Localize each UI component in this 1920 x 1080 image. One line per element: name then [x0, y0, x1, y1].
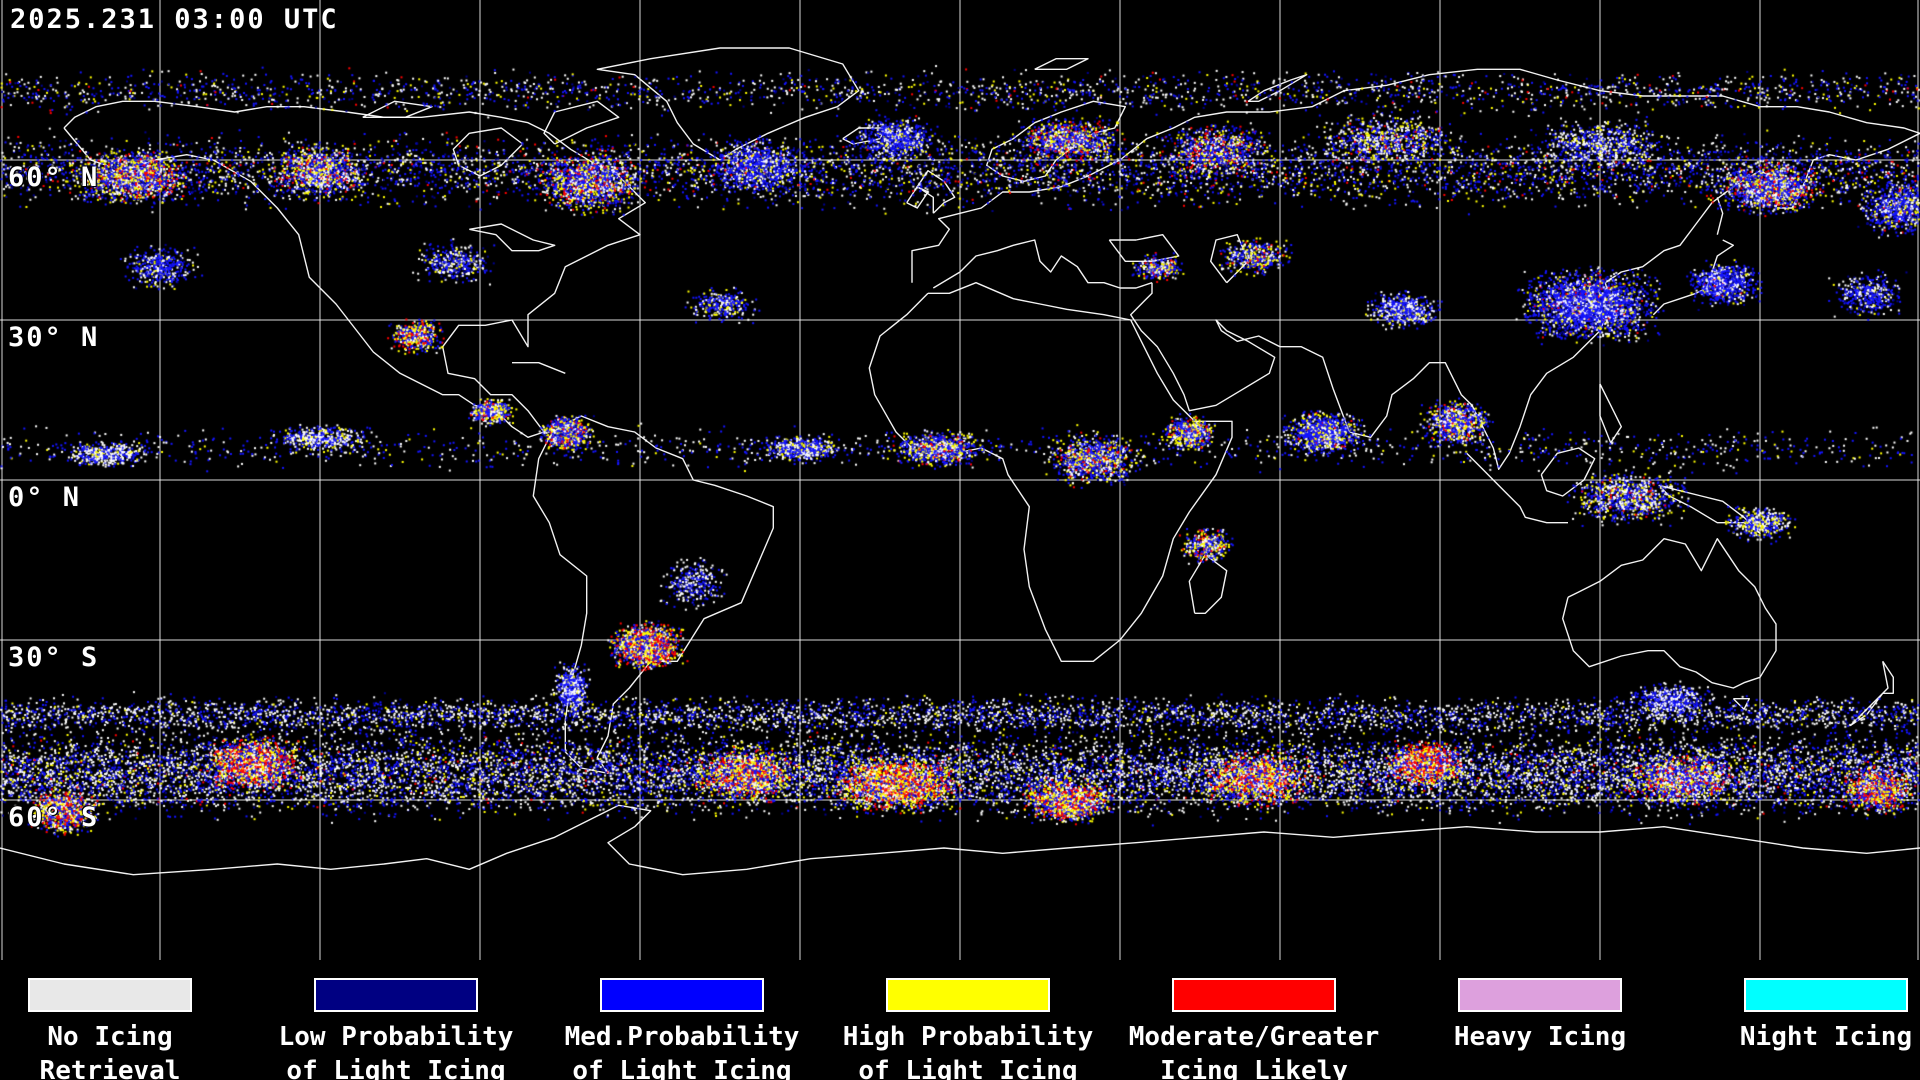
legend-item-no-icing-retrieval: No Icing Retrieval	[0, 960, 253, 1080]
legend-label-high-prob-light-icing: High Probability of Light Icing	[842, 1022, 1094, 1080]
legend: No Icing Retrieval Low Probability of Light…	[0, 960, 1920, 1080]
timestamp-label: 2025.231 03:00 UTC	[10, 4, 339, 35]
legend-item-moderate-greater-icing: Moderate/Greater Icing Likely	[1111, 960, 1397, 1080]
lat-label: 30° S	[8, 642, 100, 673]
legend-item-night-icing: Night Icing	[1683, 960, 1920, 1080]
legend-swatch-night-icing	[1744, 978, 1908, 1012]
legend-swatch-high-prob-light-icing	[886, 978, 1050, 1012]
icing-pixels-canvas	[0, 0, 1920, 965]
legend-label-heavy-icing: Heavy Icing	[1453, 1022, 1627, 1052]
legend-item-low-prob-light-icing: Low Probability of Light Icing	[253, 960, 539, 1080]
legend-swatch-moderate-greater-icing	[1172, 978, 1336, 1012]
legend-item-med-prob-light-icing: Med.Probability of Light Icing	[539, 960, 825, 1080]
legend-swatch-med-prob-light-icing	[600, 978, 764, 1012]
lat-label: 60° S	[8, 802, 100, 833]
legend-label-low-prob-light-icing: Low Probability of Light Icing	[278, 1022, 514, 1080]
lat-label: 30° N	[8, 322, 100, 353]
legend-swatch-no-icing-retrieval	[28, 978, 192, 1012]
legend-item-high-prob-light-icing: High Probability of Light Icing	[825, 960, 1111, 1080]
legend-label-no-icing-retrieval: No Icing Retrieval	[39, 1022, 181, 1080]
world-map: 2025.231 03:00 UTC 60° N 30° N 0° N 30° S 60…	[0, 0, 1920, 965]
legend-label-med-prob-light-icing: Med.Probability of Light Icing	[564, 1022, 800, 1080]
legend-swatch-low-prob-light-icing	[314, 978, 478, 1012]
legend-label-night-icing: Night Icing	[1739, 1022, 1913, 1052]
legend-item-heavy-icing: Heavy Icing	[1397, 960, 1683, 1080]
legend-label-moderate-greater-icing: Moderate/Greater Icing Likely	[1128, 1022, 1380, 1080]
legend-swatch-heavy-icing	[1458, 978, 1622, 1012]
lat-label: 0° N	[8, 482, 82, 513]
lat-label: 60° N	[8, 162, 100, 193]
